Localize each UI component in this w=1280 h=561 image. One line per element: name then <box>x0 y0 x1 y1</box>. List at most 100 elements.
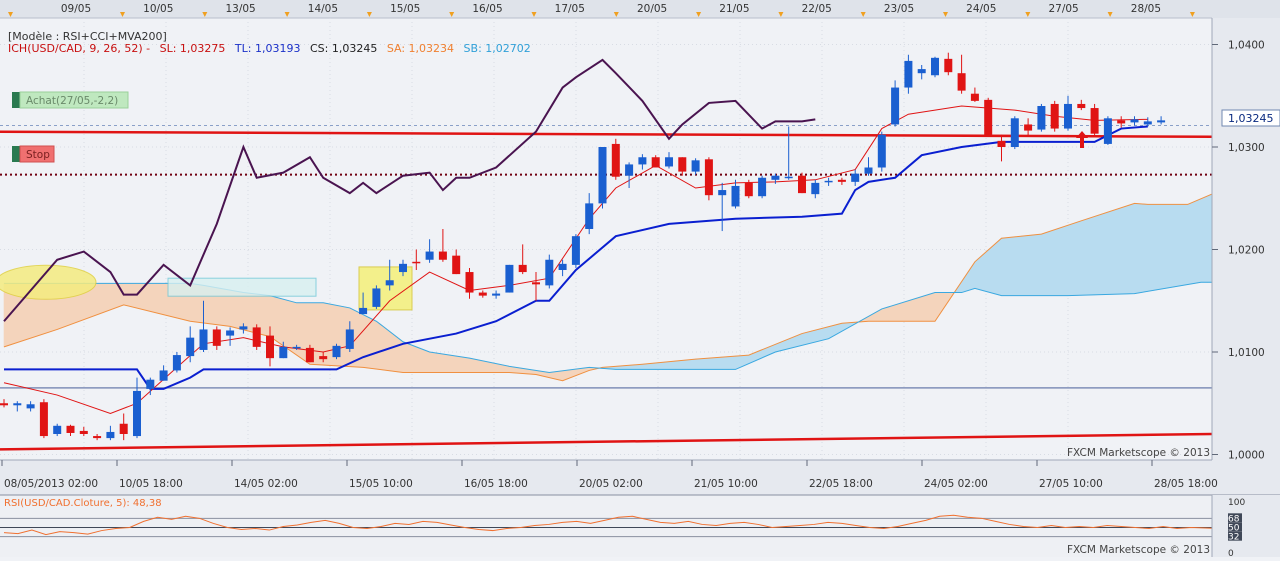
support-line <box>0 130 1213 138</box>
candle-body <box>425 251 434 260</box>
candle-body <box>332 345 341 358</box>
rsi-tick-box <box>1228 513 1242 523</box>
cloud-segment <box>1194 198 1202 284</box>
candle-body <box>292 346 301 349</box>
top-date-label: 17/05 <box>555 3 585 15</box>
cloud-segment <box>1094 213 1102 296</box>
top-date-marker <box>778 12 784 17</box>
ichimoku-cloud <box>3 172 1242 382</box>
candle-body <box>1010 118 1019 147</box>
cloud-segment <box>389 330 397 372</box>
top-date-marker <box>613 12 619 17</box>
top-date-label: 10/05 <box>143 3 173 15</box>
cloud-segment <box>662 361 670 370</box>
cloud-segment <box>282 298 291 352</box>
sl-value: SL: 1,03275 <box>160 42 226 55</box>
chikou-line <box>3 58 816 322</box>
kijun-line <box>4 125 1148 390</box>
cloud-segment <box>396 336 404 373</box>
cloud-segment <box>462 356 470 373</box>
price-tick-label: 1,0000 <box>1228 450 1265 462</box>
top-date-marker <box>284 12 290 17</box>
cloud-segment <box>269 295 277 342</box>
cloud-segment <box>668 360 676 370</box>
annotations <box>0 264 413 311</box>
candle-body <box>798 175 806 194</box>
cloud-segment <box>1114 207 1122 295</box>
stop-signal-tag[interactable]: Stop <box>12 145 55 163</box>
cloud-segment <box>276 297 284 347</box>
time-tick-label: 08/05/2013 02:00 <box>4 478 98 490</box>
candle-body <box>0 403 8 406</box>
candle-body <box>970 93 979 101</box>
cloud-segment <box>1154 204 1162 291</box>
candle-body <box>186 337 195 357</box>
cloud-segment <box>808 329 816 345</box>
cloud-segment <box>1001 237 1009 296</box>
cloud-segment <box>1127 202 1135 295</box>
cloud-segment <box>263 294 271 338</box>
top-date-marker <box>8 12 13 17</box>
buy-arrow-shaft <box>1080 136 1084 148</box>
cloud-segment <box>1147 204 1155 292</box>
cloud-segment <box>435 352 444 373</box>
candle-body <box>585 203 594 229</box>
candle-body <box>1037 106 1046 130</box>
candle-body <box>252 327 261 347</box>
candle-body <box>465 272 474 293</box>
candle-body <box>1130 119 1139 123</box>
candle-body <box>877 134 886 168</box>
candle-body <box>731 185 740 207</box>
top-date-marker <box>696 12 702 17</box>
senkou-b-line <box>4 244 1242 374</box>
cloud-segment <box>110 283 118 311</box>
candle-body <box>904 60 913 88</box>
candle-body <box>345 329 354 349</box>
candle-body <box>651 157 660 168</box>
cloud-segment <box>728 355 736 370</box>
cloud-segment <box>981 249 989 293</box>
candle-body <box>372 288 381 307</box>
candle-body <box>1157 120 1166 123</box>
cloud-segment <box>402 341 410 373</box>
top-date-label: 09/05 <box>61 3 91 15</box>
candle-body <box>1050 103 1059 129</box>
time-tick-label: 16/05 18:00 <box>464 478 528 490</box>
candle-body <box>944 58 953 73</box>
top-date-label: 24/05 <box>966 3 996 15</box>
candle-body <box>478 292 487 296</box>
cloud-segment <box>1054 227 1062 296</box>
candle-body <box>1103 118 1112 144</box>
candle-body <box>704 159 713 196</box>
candle-body <box>159 370 168 381</box>
cloud-segment <box>1134 203 1142 294</box>
buy-signal-tag[interactable]: Achat(27/05,-2,2) <box>12 91 129 109</box>
cloud-segment <box>1081 218 1089 296</box>
rsi-tick-label: 50 <box>1228 524 1240 534</box>
cloud-segment <box>482 360 490 373</box>
top-date-marker <box>366 12 372 17</box>
price-axis[interactable] <box>1212 18 1280 460</box>
candle-body <box>811 182 820 195</box>
price-tick-label: 1,0400 <box>1228 40 1265 52</box>
candle-body <box>665 157 673 167</box>
cloud-segment <box>362 314 371 369</box>
time-axis[interactable] <box>0 460 1280 495</box>
cloud-segment <box>1027 234 1036 296</box>
cloud-segment <box>1047 229 1055 296</box>
candle-body <box>93 436 102 439</box>
cloud-segment <box>1107 209 1115 295</box>
candle-body <box>532 282 540 285</box>
cloud-segment <box>249 292 258 334</box>
price-tick-label: 1,0100 <box>1228 347 1265 359</box>
candle-body <box>133 390 141 437</box>
cloud-segment <box>1160 204 1169 290</box>
cloud-segment <box>156 283 164 316</box>
candle-body <box>678 157 687 172</box>
cloud-segment <box>422 349 430 373</box>
top-date-label: 16/05 <box>472 3 502 15</box>
top-date-marker <box>1189 12 1195 17</box>
candle-body <box>718 190 727 196</box>
